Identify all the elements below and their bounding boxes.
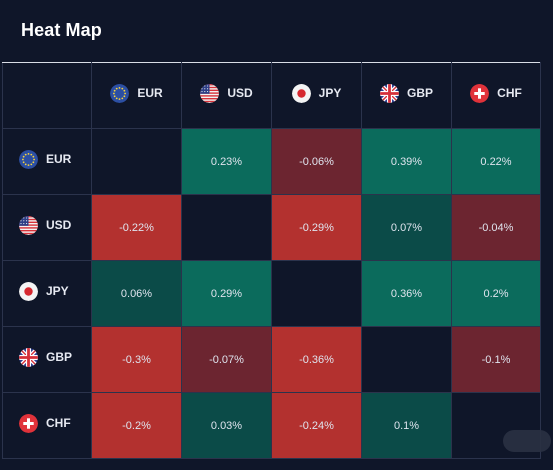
heat-map-row-gbp: GBP -0.3% -0.07% -0.36% -0.1% bbox=[2, 326, 541, 393]
us-flag-icon bbox=[200, 83, 220, 103]
heat-map-row-usd: USD -0.22% -0.29% 0.07% -0.04% bbox=[2, 194, 541, 261]
heat-cell[interactable]: 0.23% bbox=[181, 128, 272, 195]
jp-flag-icon bbox=[19, 281, 38, 301]
heat-cell[interactable] bbox=[181, 194, 272, 261]
heat-cell[interactable]: 0.29% bbox=[181, 260, 272, 327]
widget-header: Heat Map bbox=[0, 0, 553, 62]
heat-map-row-jpy: JPY 0.06% 0.29% 0.36% 0.2% bbox=[2, 260, 541, 327]
column-header-usd[interactable]: USD bbox=[181, 62, 272, 129]
heat-cell[interactable] bbox=[91, 128, 182, 195]
heat-cell[interactable]: 0.22% bbox=[451, 128, 541, 195]
row-header-jpy[interactable]: JPY bbox=[2, 260, 92, 327]
heat-cell[interactable]: -0.29% bbox=[271, 194, 362, 261]
corner-cell bbox=[2, 62, 92, 129]
row-header-eur[interactable]: EUR bbox=[2, 128, 92, 195]
heat-cell[interactable]: 0.06% bbox=[91, 260, 182, 327]
heat-map-row-eur: EUR 0.23% -0.06% 0.39% 0.22% bbox=[2, 128, 541, 195]
column-header-label: GBP bbox=[406, 86, 433, 100]
row-header-label: GBP bbox=[46, 350, 73, 364]
jp-flag-icon bbox=[291, 83, 311, 103]
column-header-chf[interactable]: CHF bbox=[451, 62, 541, 129]
eu-flag-icon bbox=[110, 83, 130, 103]
heat-cell[interactable]: 0.03% bbox=[181, 392, 272, 459]
heat-cell[interactable]: -0.06% bbox=[271, 128, 362, 195]
row-header-label: EUR bbox=[46, 152, 72, 166]
column-header-eur[interactable]: EUR bbox=[91, 62, 182, 129]
row-header-label: USD bbox=[46, 218, 72, 232]
heat-cell[interactable]: 0.07% bbox=[361, 194, 452, 261]
us-flag-icon bbox=[19, 215, 38, 235]
ch-flag-icon bbox=[470, 83, 490, 103]
column-header-label: JPY bbox=[318, 86, 342, 100]
widget-title: Heat Map bbox=[21, 20, 102, 40]
heat-cell[interactable]: 0.39% bbox=[361, 128, 452, 195]
column-header-gbp[interactable]: GBP bbox=[361, 62, 452, 129]
uk-flag-icon bbox=[379, 83, 399, 103]
heat-cell[interactable]: 0.36% bbox=[361, 260, 452, 327]
column-header-label: USD bbox=[227, 86, 253, 100]
heat-cell[interactable]: -0.2% bbox=[91, 392, 182, 459]
column-header-label: EUR bbox=[137, 86, 163, 100]
heat-cell[interactable]: -0.24% bbox=[271, 392, 362, 459]
column-header-row: EUR USD JPY GBP CHF bbox=[2, 62, 541, 129]
row-header-label: CHF bbox=[46, 416, 71, 430]
row-header-usd[interactable]: USD bbox=[2, 194, 92, 261]
ch-flag-icon bbox=[19, 413, 38, 433]
column-header-label: CHF bbox=[497, 86, 522, 100]
heat-cell[interactable]: -0.36% bbox=[271, 326, 362, 393]
heat-cell[interactable]: -0.04% bbox=[451, 194, 541, 261]
heat-cell[interactable]: -0.3% bbox=[91, 326, 182, 393]
heat-cell[interactable]: 0.1% bbox=[361, 392, 452, 459]
uk-flag-icon bbox=[19, 347, 38, 367]
column-header-jpy[interactable]: JPY bbox=[271, 62, 362, 129]
row-header-label: JPY bbox=[46, 284, 69, 298]
heat-cell[interactable]: -0.22% bbox=[91, 194, 182, 261]
heat-cell[interactable] bbox=[361, 326, 452, 393]
scroll-handle[interactable] bbox=[503, 430, 551, 452]
row-header-gbp[interactable]: GBP bbox=[2, 326, 92, 393]
heat-map-table: EUR USD JPY GBP CHF EUR 0.23% -0.06% 0.3… bbox=[2, 62, 541, 459]
eu-flag-icon bbox=[19, 149, 38, 169]
row-header-chf[interactable]: CHF bbox=[2, 392, 92, 459]
heat-map-row-chf: CHF -0.2% 0.03% -0.24% 0.1% bbox=[2, 392, 541, 459]
heat-cell[interactable] bbox=[271, 260, 362, 327]
heat-cell[interactable]: -0.1% bbox=[451, 326, 541, 393]
heat-cell[interactable]: -0.07% bbox=[181, 326, 272, 393]
heat-cell[interactable]: 0.2% bbox=[451, 260, 541, 327]
